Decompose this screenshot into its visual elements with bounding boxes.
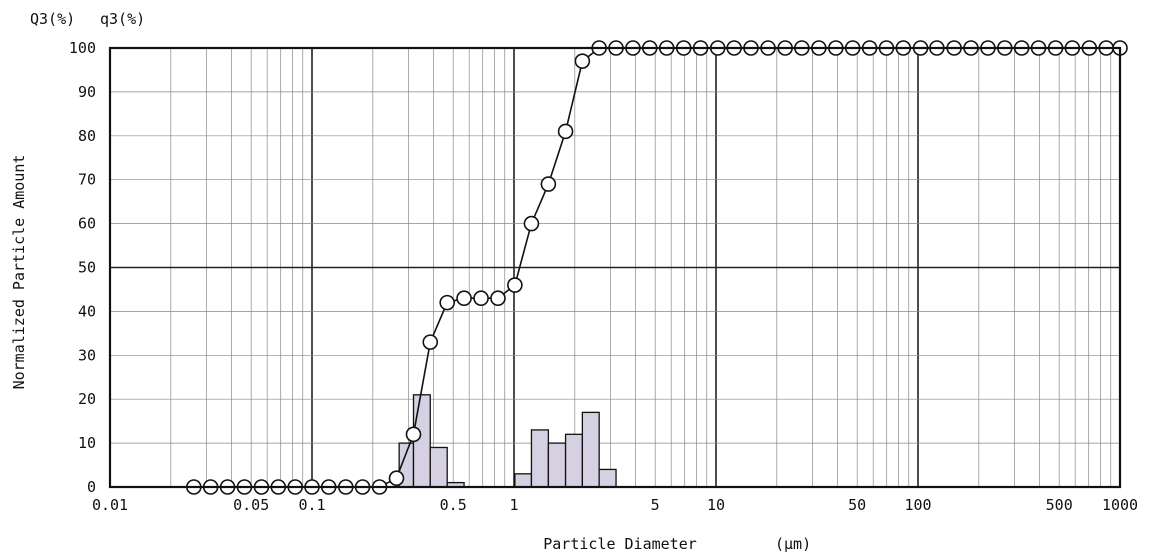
x-tick-label: 1000 xyxy=(1102,496,1138,514)
y-tick-label: 70 xyxy=(78,171,96,189)
x-tick-label: 1 xyxy=(509,496,518,514)
plot-border xyxy=(108,46,1122,489)
x-tick-label: 0.1 xyxy=(298,496,325,514)
x-tick-label: 100 xyxy=(904,496,931,514)
frequency-bar xyxy=(514,473,533,488)
y-tick-label: 40 xyxy=(78,302,96,320)
cumulative-point xyxy=(439,294,456,311)
y-tick-label: 80 xyxy=(78,127,96,145)
cumulative-point xyxy=(388,470,405,487)
cumulative-point xyxy=(422,334,439,350)
plot-frame xyxy=(108,46,1122,489)
y-axis-label: Normalized Particle Amount xyxy=(10,155,28,390)
x-tick-label: 5 xyxy=(651,496,660,514)
x-tick-label: 0.05 xyxy=(233,496,269,514)
x-axis-label: Particle Diameter xyxy=(543,535,697,553)
x-tick-label: 500 xyxy=(1046,496,1073,514)
y-tick-label: 90 xyxy=(78,83,96,101)
y-header-left: Q3(%) xyxy=(30,10,75,28)
y-tick-label: 60 xyxy=(78,215,96,233)
frequency-bar xyxy=(581,411,600,488)
cumulative-point xyxy=(523,215,540,232)
cumulative-point xyxy=(490,290,506,307)
x-tick-label: 0.5 xyxy=(440,496,467,514)
y-header-right: q3(%) xyxy=(100,10,145,28)
x-axis-unit: (μm) xyxy=(775,535,811,553)
y-tick-label: 10 xyxy=(78,434,96,452)
y-tick-label: 20 xyxy=(78,390,96,408)
x-tick-label: 10 xyxy=(707,496,725,514)
frequency-bar xyxy=(530,429,550,488)
x-tick-label: 50 xyxy=(848,496,866,514)
y-tick-labels: 0 10 20 30 40 50 60 70 80 90 100 xyxy=(69,39,96,496)
cumulative-point xyxy=(574,53,591,69)
cumulative-point xyxy=(540,176,557,192)
cumulative-point xyxy=(473,290,489,307)
x-tick-labels: 0.01 0.05 0.1 0.5 1 5 10 50 100 500 1000 xyxy=(92,496,1138,514)
frequency-bar xyxy=(547,442,567,488)
y-tick-label: 0 xyxy=(87,478,96,496)
cumulative-point xyxy=(456,290,472,307)
frequency-bar xyxy=(564,433,584,488)
frequency-bars xyxy=(398,394,617,488)
x-tick-label: 0.01 xyxy=(92,496,128,514)
grid-lines xyxy=(110,48,1120,487)
frequency-bar xyxy=(598,468,617,488)
cumulative-point xyxy=(557,123,574,140)
frequency-bar xyxy=(429,446,448,488)
cumulative-point xyxy=(405,426,422,443)
y-tick-label: 50 xyxy=(78,259,96,277)
y-tick-label: 100 xyxy=(69,39,96,57)
cumulative-point xyxy=(507,277,523,293)
y-tick-label: 30 xyxy=(78,346,96,364)
